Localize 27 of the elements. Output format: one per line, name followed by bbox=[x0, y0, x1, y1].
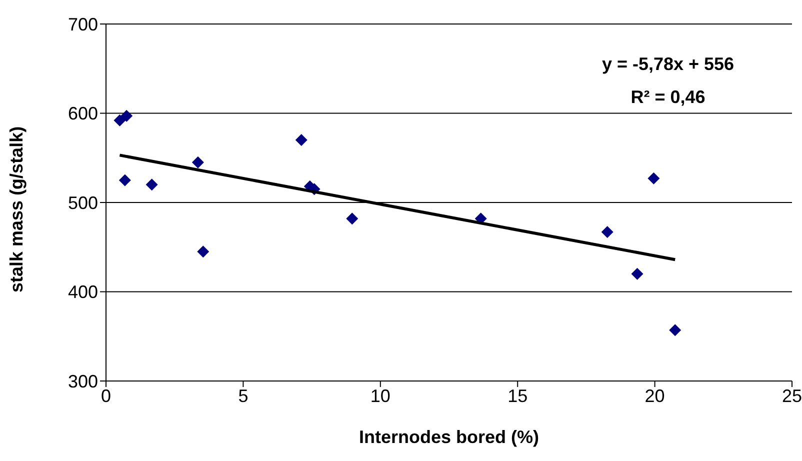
y-tick-label: 600 bbox=[68, 104, 98, 124]
x-tick-label: 25 bbox=[782, 386, 802, 406]
x-tick-label: 20 bbox=[644, 386, 665, 406]
annotation: y = -5,78x + 556 bbox=[600, 53, 736, 76]
point bbox=[192, 156, 204, 168]
point bbox=[648, 172, 660, 184]
point bbox=[118, 174, 131, 186]
point bbox=[197, 246, 210, 258]
y-tick-label: 700 bbox=[68, 14, 98, 34]
point bbox=[601, 226, 614, 238]
y-axis-title: stalk mass (g/stalk) bbox=[6, 126, 26, 292]
point bbox=[669, 324, 682, 336]
y-tick-label: 400 bbox=[68, 282, 98, 302]
x-tick-label: 10 bbox=[370, 386, 390, 406]
point bbox=[631, 268, 644, 280]
point bbox=[295, 134, 308, 146]
x-tick-label: 5 bbox=[238, 386, 248, 406]
x-tick-label: 0 bbox=[100, 386, 112, 406]
point bbox=[346, 212, 358, 225]
y-tick-label: 300 bbox=[68, 371, 98, 392]
point bbox=[114, 114, 126, 126]
point bbox=[120, 110, 133, 122]
point bbox=[146, 178, 158, 191]
annotation: R² = 0,46 bbox=[630, 86, 706, 109]
x-tick-label: 15 bbox=[508, 386, 528, 406]
x-axis-title: Internodes bored (%) bbox=[358, 427, 540, 447]
y-tick-label: 500 bbox=[68, 192, 98, 213]
